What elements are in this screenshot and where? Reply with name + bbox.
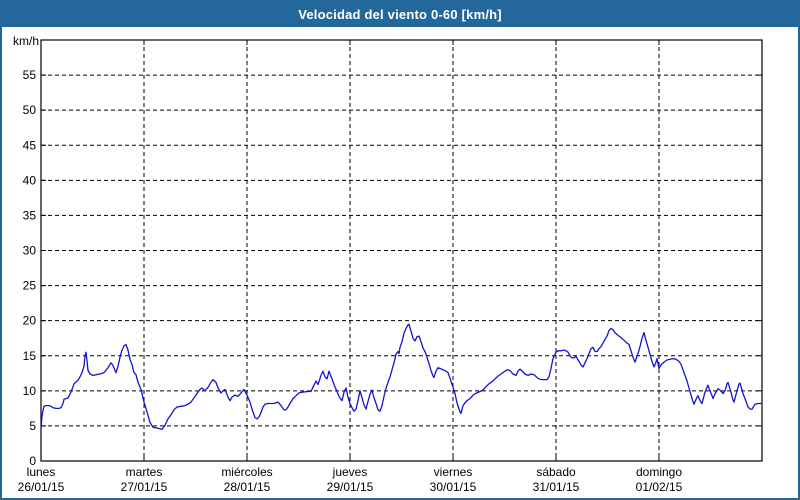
y-tick-label: 40 — [23, 173, 37, 187]
y-tick-label: 25 — [23, 279, 37, 293]
x-day-date-label: 27/01/15 — [121, 480, 168, 494]
chart-canvas-container: 0 5 10 15 20 25 30 35 40 45 50 55 km/h lunes 26/01/15 m… — [2, 27, 798, 498]
x-day-name-label: martes — [126, 465, 163, 479]
y-tick-label: 15 — [23, 349, 37, 363]
x-day-date-label: 29/01/15 — [327, 480, 374, 494]
x-day-name-label: lunes — [27, 465, 56, 479]
y-axis-unit-text: km/h — [13, 34, 39, 48]
x-day-date-label: 26/01/15 — [18, 480, 65, 494]
wind-series-line — [40, 323, 763, 431]
x-day-name-label: sábado — [536, 465, 576, 479]
y-tick-label: 50 — [23, 103, 37, 117]
x-day-date-label: 28/01/15 — [224, 480, 271, 494]
wind-series — [40, 323, 763, 431]
x-day-name-label: domingo — [636, 465, 682, 479]
x-day-date-label: 01/02/15 — [636, 480, 683, 494]
y-tick-label: 10 — [23, 384, 37, 398]
y-tick-label: 45 — [23, 138, 37, 152]
x-day-date-label: 30/01/15 — [430, 480, 477, 494]
window-titlebar: Velocidad del viento 0-60 [km/h] — [2, 2, 798, 27]
y-axis-unit-label: km/h — [13, 34, 39, 48]
y-tick-labels: 0 5 10 15 20 25 30 35 40 45 50 55 — [23, 68, 37, 468]
x-day-name-label: viernes — [434, 465, 473, 479]
x-day-date-label: 31/01/15 — [533, 480, 580, 494]
y-tick-label: 30 — [23, 244, 37, 258]
y-tick-label: 35 — [23, 208, 37, 222]
x-day-name-label: jueves — [332, 465, 368, 479]
chart-title: Velocidad del viento 0-60 [km/h] — [298, 7, 502, 22]
axis-ticks — [41, 40, 762, 461]
x-day-name-label: miércoles — [221, 465, 272, 479]
y-tick-label: 0 — [29, 454, 36, 468]
y-tick-label: 55 — [23, 68, 37, 82]
y-tick-label: 5 — [29, 419, 36, 433]
x-gridlines — [143, 40, 660, 461]
y-gridlines — [41, 74, 762, 427]
y-tick-label: 20 — [23, 314, 37, 328]
